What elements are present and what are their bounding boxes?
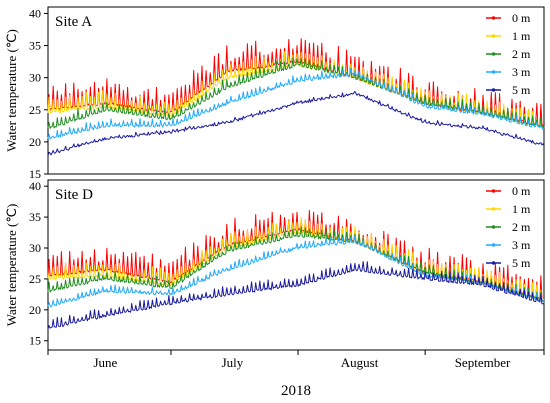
y-tick-label: 35 bbox=[29, 210, 41, 224]
legend-marker bbox=[491, 52, 496, 56]
site-a-panel: 15 20 25 30 35 40 Water temperature (℃) Site A 0… bbox=[4, 6, 545, 181]
series-line bbox=[47, 209, 545, 302]
legend-marker bbox=[491, 225, 496, 229]
y-tick-label: 25 bbox=[29, 272, 41, 286]
month-label: July bbox=[222, 355, 244, 370]
series-line bbox=[47, 217, 545, 301]
series-line bbox=[47, 261, 545, 330]
series-line bbox=[47, 90, 545, 156]
panel-label: Site A bbox=[55, 14, 92, 30]
legend-marker bbox=[491, 70, 496, 74]
legend-label: 3 m bbox=[512, 238, 531, 252]
month-label: August bbox=[341, 355, 379, 370]
month-label: September bbox=[455, 355, 511, 370]
y-tick-label: 15 bbox=[29, 334, 41, 348]
legend-marker bbox=[491, 207, 496, 211]
legend-marker bbox=[491, 34, 496, 38]
y-tick-label: 20 bbox=[29, 135, 41, 149]
legend-marker bbox=[491, 243, 496, 247]
y-tick-label: 30 bbox=[29, 241, 41, 255]
series-line bbox=[47, 226, 545, 302]
series-line bbox=[47, 68, 545, 140]
y-tick-label: 20 bbox=[29, 303, 41, 317]
legend-marker bbox=[491, 88, 496, 92]
series-line bbox=[47, 38, 545, 128]
legend-label: 5 m bbox=[512, 83, 531, 97]
site-d-panel: 15 20 25 30 35 40 Water temperature (℃) Site D 0… bbox=[4, 179, 545, 351]
legend-label: 3 m bbox=[512, 65, 531, 79]
plot-frame bbox=[47, 179, 545, 351]
y-tick-label: 40 bbox=[29, 6, 41, 20]
legend-label: 1 m bbox=[512, 202, 531, 216]
legend-label: 0 m bbox=[512, 11, 531, 25]
legend-label: 0 m bbox=[512, 184, 531, 198]
series-line bbox=[47, 57, 545, 129]
y-axis-label: Water temperature (℃) bbox=[4, 29, 19, 152]
y-tick-label: 40 bbox=[29, 179, 41, 193]
y-axis-label: Water temperature (℃) bbox=[4, 204, 19, 327]
month-label: June bbox=[93, 355, 117, 370]
legend-marker bbox=[491, 16, 496, 20]
y-tick-label: 15 bbox=[29, 167, 41, 181]
legend-label: 1 m bbox=[512, 29, 531, 43]
legend-marker bbox=[491, 189, 496, 193]
y-tick-label: 30 bbox=[29, 71, 41, 85]
year-label: 2018 bbox=[281, 383, 311, 399]
legend-marker bbox=[491, 261, 496, 265]
x-axis: June July August September 2018 bbox=[47, 350, 545, 399]
y-tick-label: 35 bbox=[29, 39, 41, 53]
plot-frame bbox=[47, 6, 545, 175]
panel-label: Site D bbox=[55, 187, 93, 203]
legend-label: 5 m bbox=[512, 256, 531, 270]
y-tick-label: 25 bbox=[29, 103, 41, 117]
legend-label: 2 m bbox=[512, 220, 531, 234]
legend-label: 2 m bbox=[512, 47, 531, 61]
